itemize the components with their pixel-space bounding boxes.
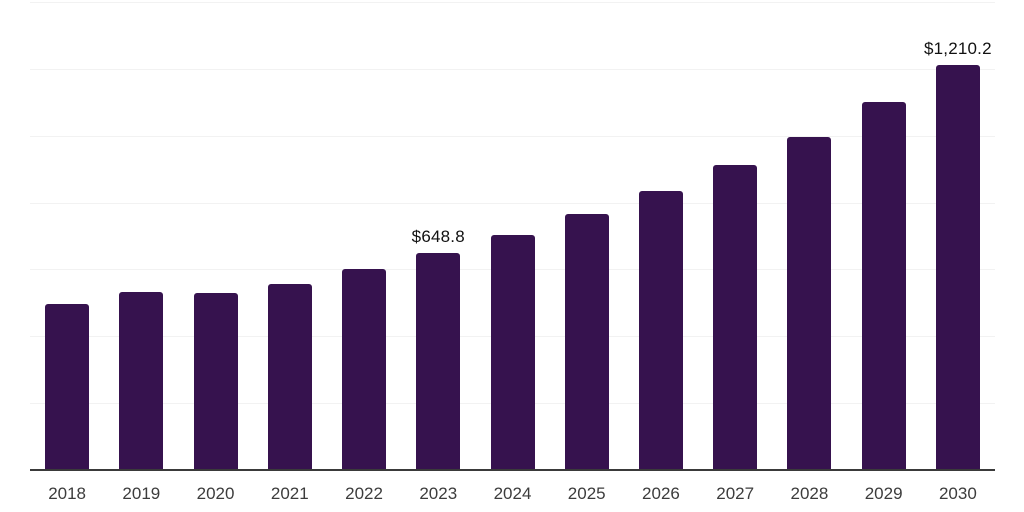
data-label-2030: $1,210.2: [923, 39, 992, 59]
bar-2024[interactable]: [490, 234, 535, 470]
x-tick-label-2030: 2030: [938, 484, 977, 503]
bar-2023[interactable]: $648.8: [412, 227, 465, 470]
x-tick-label-2029: 2029: [864, 484, 903, 503]
x-tick-label-2025: 2025: [567, 484, 606, 503]
x-tick-label-2024: 2024: [493, 484, 532, 503]
gridline-1000: [30, 135, 995, 137]
bar-2018[interactable]: [45, 303, 90, 470]
x-axis-labels: 2018 2019 2020 2021 2022 2023 2024 2025 2026 2027…: [30, 484, 995, 507]
x-tick-label-2027: 2027: [716, 484, 755, 503]
x-tick-label-2020: 2020: [196, 484, 235, 503]
x-tick-label-2028: 2028: [790, 484, 829, 503]
x-tick-label-2023: 2023: [419, 484, 458, 503]
x-tick-label-2019: 2019: [122, 484, 161, 503]
bar-2020[interactable]: [193, 292, 238, 470]
x-axis-line: [30, 469, 995, 471]
bar-2021[interactable]: [267, 284, 312, 470]
x-tick-label-2021: 2021: [270, 484, 309, 503]
bar-2030[interactable]: $1,210.2: [924, 39, 992, 470]
bar-2025[interactable]: [564, 213, 609, 470]
bar-2019[interactable]: [119, 291, 164, 470]
bar-2022[interactable]: [342, 269, 387, 470]
x-tick-label-2026: 2026: [642, 484, 680, 503]
bar-2028[interactable]: [787, 137, 832, 470]
data-label-2023: $648.8: [411, 227, 465, 247]
gridline-1200: [30, 68, 995, 70]
bar-2027[interactable]: [713, 165, 758, 470]
gridline-1400: [30, 2, 995, 3]
bar-2029[interactable]: [861, 102, 906, 470]
plot-area: $648.8 $1,210.2: [30, 2, 995, 470]
x-tick-label-2018: 2018: [48, 484, 87, 503]
x-tick-label-2022: 2022: [345, 484, 383, 503]
gridline-800: [30, 202, 995, 204]
bar-2026[interactable]: [638, 190, 683, 470]
